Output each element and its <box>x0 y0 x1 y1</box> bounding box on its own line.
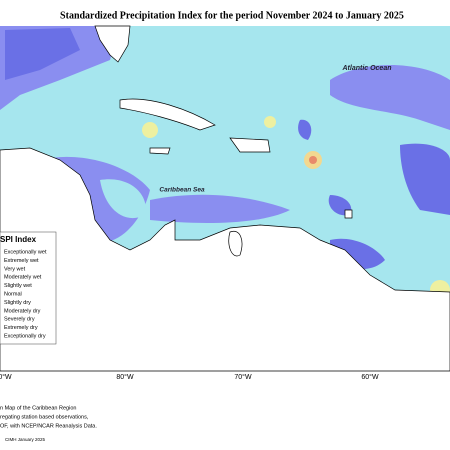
legend-item: Moderately wet <box>4 275 42 281</box>
longitude-label: 0°W <box>0 373 12 381</box>
legend-item: Severely dry <box>4 317 35 323</box>
legend: SPI Index Exceptionally wet Extremely wet… <box>0 231 57 345</box>
legend-item: Moderately dry <box>4 308 41 314</box>
legend-item: Extremely dry <box>4 325 38 331</box>
ocean-label: Atlantic Ocean <box>341 65 391 72</box>
footer-line: n Map of the Caribbean Region <box>0 405 76 411</box>
longitude-label: 70°W <box>234 373 252 381</box>
sea-label: Caribbean Sea <box>159 187 205 194</box>
map-title: Standardized Precipitation Index for the… <box>60 10 404 21</box>
legend-item: Exceptionally dry <box>4 333 46 339</box>
legend-title: SPI Index <box>0 235 37 244</box>
legend-item: Slightly dry <box>4 300 31 306</box>
legend-item: Extremely wet <box>4 258 39 264</box>
legend-item: Normal <box>4 291 22 297</box>
map-area: Atlantic Ocean Caribbean Sea <box>0 25 450 372</box>
legend-item: Exceptionally wet <box>4 249 47 255</box>
footer-line: OF, with NCEP/NCAR Reanalysis Data. <box>0 423 97 429</box>
longitude-label: 80°W <box>116 373 134 381</box>
longitude-label: 60°W <box>361 373 379 381</box>
legend-item: Very wet <box>4 266 26 272</box>
footer-line: regating station based observations, <box>0 414 89 420</box>
credit: CIMH January 2025 <box>5 437 46 442</box>
legend-item: Slightly wet <box>4 283 32 289</box>
